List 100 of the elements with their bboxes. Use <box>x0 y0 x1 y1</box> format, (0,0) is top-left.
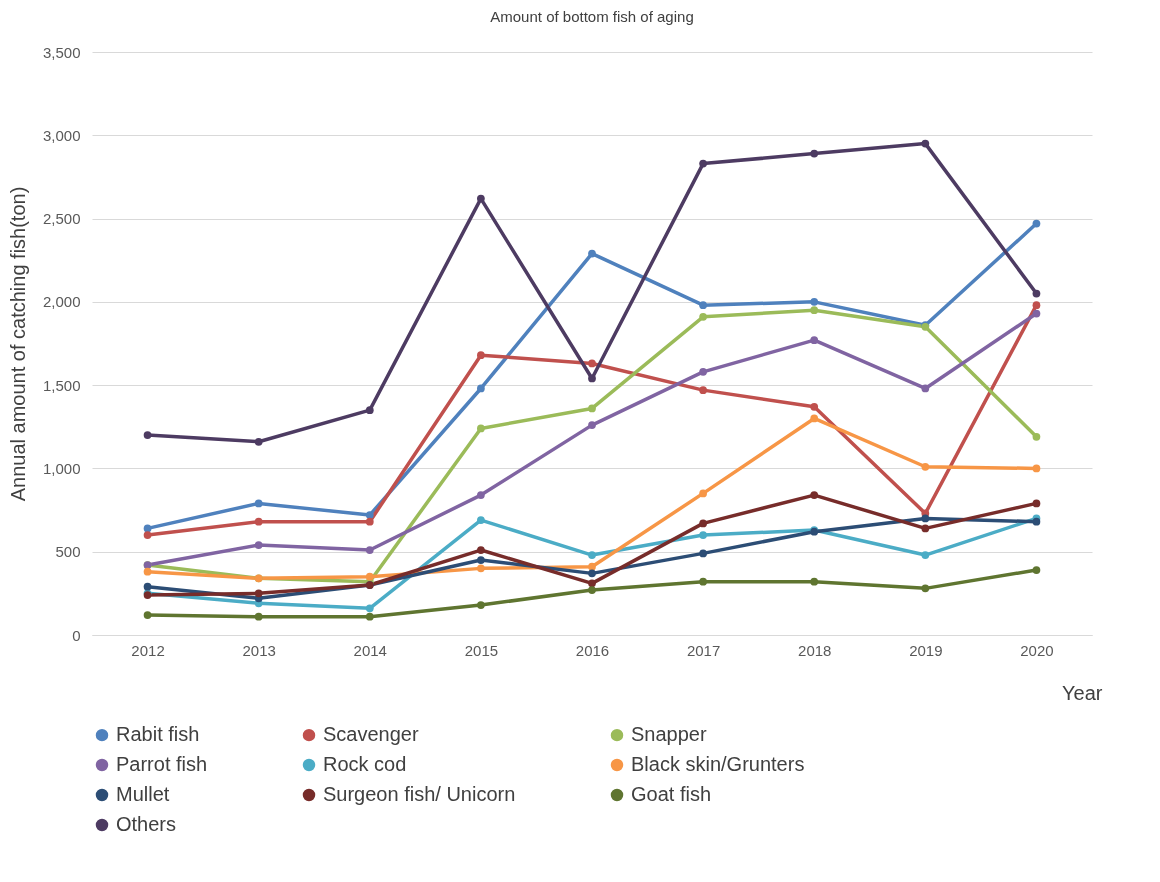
legend-label: Goat fish <box>631 783 712 805</box>
point <box>365 511 374 519</box>
point <box>143 431 152 439</box>
point <box>699 531 707 539</box>
point <box>921 584 930 593</box>
point <box>1032 289 1041 298</box>
point <box>810 402 819 411</box>
point <box>810 414 819 423</box>
point <box>588 551 596 559</box>
point <box>254 437 263 446</box>
point <box>588 249 596 258</box>
point <box>921 551 930 559</box>
y-tick-label: 3,000 <box>42 126 81 144</box>
x-axis-title: Year <box>1062 681 1103 704</box>
point <box>588 562 596 571</box>
point <box>588 374 596 383</box>
point <box>477 194 485 203</box>
point <box>477 384 485 393</box>
x-tick-label: 2019 <box>909 641 943 659</box>
point <box>588 421 596 429</box>
point <box>477 546 485 554</box>
legend-label: Parrot fish <box>116 753 208 775</box>
point <box>699 159 707 168</box>
point <box>1032 219 1041 228</box>
point <box>699 489 707 498</box>
point <box>365 572 374 581</box>
point <box>810 336 819 345</box>
y-tick-label: 3,500 <box>42 43 81 61</box>
point <box>1032 566 1041 574</box>
point <box>365 406 374 414</box>
point <box>254 589 263 598</box>
point <box>1032 464 1041 473</box>
point <box>143 611 152 619</box>
legend-label: Scavenger <box>323 723 419 746</box>
chart-title: Amount of bottom fish of aging <box>490 8 694 25</box>
point <box>365 612 374 621</box>
point <box>254 612 263 621</box>
point <box>588 586 596 594</box>
point <box>477 424 485 433</box>
point <box>254 541 263 549</box>
legend-label: Black skin/Grunters <box>631 753 805 775</box>
legend-label: Snapper <box>631 723 707 746</box>
point <box>143 531 152 539</box>
point <box>810 306 819 315</box>
point <box>699 367 707 376</box>
point <box>143 567 152 576</box>
x-tick-label: 2017 <box>686 641 721 659</box>
point <box>1032 499 1041 508</box>
point <box>1032 309 1041 318</box>
legend-label: Rabit fish <box>116 723 200 746</box>
point <box>477 564 485 573</box>
point <box>143 582 152 591</box>
point <box>921 462 930 471</box>
point <box>588 569 596 578</box>
point <box>477 491 485 499</box>
point <box>921 139 930 148</box>
point <box>365 604 374 613</box>
point <box>810 149 819 158</box>
y-axis-title: Annual amount of catching fish(ton) <box>6 186 29 502</box>
point <box>254 499 263 508</box>
point <box>810 577 819 586</box>
legend-label: Rock cod <box>323 753 407 775</box>
legend-label: Surgeon fish/ Unicorn <box>323 783 516 805</box>
point <box>810 297 819 306</box>
y-tick-label: 500 <box>55 543 81 561</box>
legend-label: Others <box>116 813 177 835</box>
point <box>588 579 596 588</box>
point <box>365 546 374 554</box>
point <box>921 514 930 523</box>
x-tick-label: 2016 <box>575 641 610 659</box>
y-tick-label: 2,500 <box>42 210 81 228</box>
point <box>1032 301 1041 310</box>
y-tick-label: 0 <box>72 626 81 644</box>
point <box>810 491 819 499</box>
x-tick-label: 2018 <box>798 641 832 659</box>
point <box>365 517 374 526</box>
point <box>699 301 707 310</box>
point <box>699 386 707 395</box>
point <box>699 577 707 586</box>
x-tick-label: 2014 <box>353 641 387 659</box>
point <box>921 524 930 533</box>
point <box>477 601 485 609</box>
point <box>699 519 707 528</box>
y-tick-label: 1,500 <box>42 376 81 394</box>
point <box>588 359 596 368</box>
point <box>921 384 930 393</box>
point <box>699 312 707 321</box>
y-tick-label: 1,000 <box>42 459 81 477</box>
point <box>588 404 596 413</box>
x-tick-label: 2020 <box>1020 641 1054 659</box>
point <box>254 517 263 526</box>
point <box>477 516 485 524</box>
y-tick-label: 2,000 <box>42 293 81 311</box>
point <box>699 549 707 558</box>
point <box>477 556 485 564</box>
x-tick-label: 2015 <box>464 641 499 659</box>
x-tick-label: 2013 <box>242 641 276 659</box>
x-tick-label: 2012 <box>131 641 165 659</box>
legend-label: Mullet <box>116 783 170 805</box>
point <box>477 351 485 360</box>
